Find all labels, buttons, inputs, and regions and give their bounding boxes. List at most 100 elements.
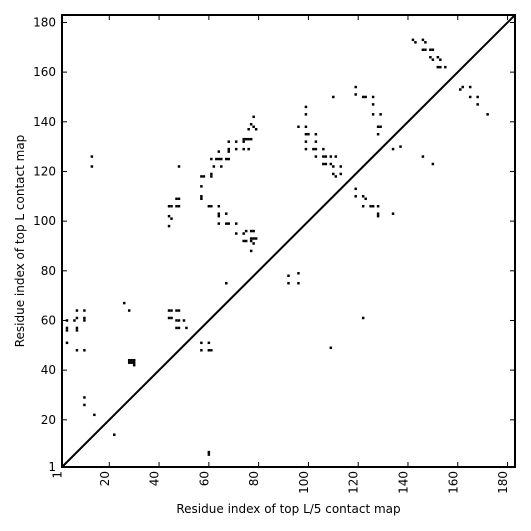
- x-tick-label: 60: [197, 471, 211, 486]
- contact-point: [411, 38, 415, 42]
- contact-point: [247, 137, 250, 141]
- contact-point: [207, 450, 211, 454]
- contact-point: [371, 113, 375, 116]
- contact-point: [376, 214, 380, 218]
- y-tick-label: 180: [33, 15, 56, 29]
- contact-point: [369, 204, 372, 208]
- contact-point: [376, 125, 380, 128]
- contact-point: [175, 204, 178, 208]
- contact-point: [354, 93, 357, 96]
- contact-point: [83, 319, 86, 322]
- contact-point: [167, 224, 171, 228]
- contact-point: [287, 274, 290, 278]
- contact-point: [421, 38, 425, 42]
- contact-point: [322, 147, 325, 151]
- contact-point: [234, 147, 238, 151]
- contact-point: [429, 48, 432, 52]
- contact-point: [376, 132, 380, 136]
- contact-point: [83, 396, 86, 399]
- contact-point: [242, 239, 245, 243]
- contact-point: [391, 212, 395, 215]
- contact-point: [167, 316, 171, 320]
- contact-point: [314, 140, 318, 143]
- contact-point: [200, 197, 203, 201]
- contact-point: [217, 222, 221, 225]
- x-axis-label: Residue index of top L/5 contact map: [176, 502, 400, 516]
- y-tick-label: 140: [33, 115, 56, 129]
- y-tick-label: 1: [48, 460, 56, 474]
- contact-point: [468, 95, 472, 99]
- contact-point: [361, 316, 365, 320]
- contact-point: [254, 128, 258, 131]
- contact-point: [93, 413, 96, 417]
- contact-point: [90, 155, 94, 158]
- contact-point: [130, 358, 133, 362]
- contact-point: [242, 232, 245, 235]
- contact-point: [249, 249, 253, 253]
- contact-point: [287, 281, 290, 285]
- contact-point: [225, 157, 228, 161]
- contact-point: [371, 204, 375, 208]
- contact-point: [332, 165, 335, 168]
- y-tick-label: 80: [41, 264, 56, 278]
- contact-point: [215, 157, 218, 161]
- contact-point: [252, 125, 255, 128]
- contact-point: [217, 214, 221, 218]
- y-tick-label: 20: [41, 413, 56, 427]
- contact-point: [217, 212, 221, 215]
- contact-point: [252, 229, 255, 233]
- contact-point: [371, 103, 375, 106]
- contact-point: [132, 363, 136, 367]
- contact-point: [244, 229, 248, 233]
- contact-point: [249, 239, 253, 243]
- contact-point: [212, 165, 216, 168]
- contact-point: [431, 58, 435, 61]
- contact-point: [436, 55, 440, 59]
- contact-point: [234, 232, 238, 235]
- contact-point: [439, 58, 442, 61]
- contact-point: [210, 175, 213, 178]
- contact-point: [220, 157, 223, 161]
- contact-point: [332, 172, 335, 176]
- contact-point: [334, 175, 338, 178]
- contact-point: [314, 155, 318, 158]
- contact-point: [329, 155, 333, 158]
- contact-point: [304, 147, 308, 151]
- plot-area: [61, 14, 516, 468]
- contact-point: [210, 349, 213, 352]
- contact-point: [334, 155, 338, 158]
- contact-point: [304, 105, 308, 109]
- y-tick-label: 40: [41, 363, 56, 377]
- contact-point: [244, 239, 248, 243]
- contact-point: [217, 204, 221, 208]
- contact-point: [461, 85, 464, 89]
- contact-point: [83, 316, 86, 320]
- contact-point: [486, 113, 489, 116]
- contact-point: [297, 272, 300, 275]
- contact-point: [322, 155, 325, 158]
- contact-point: [354, 187, 357, 191]
- contact-point: [177, 319, 181, 322]
- contact-point: [217, 150, 221, 153]
- x-tick-label: 120: [347, 471, 361, 494]
- contact-point: [202, 175, 206, 178]
- contact-point: [436, 65, 440, 69]
- contact-point: [252, 237, 255, 240]
- contact-point: [324, 155, 328, 158]
- contact-point: [225, 222, 228, 225]
- x-tick-label: 160: [446, 471, 460, 494]
- contact-point: [304, 125, 308, 128]
- contact-point: [249, 123, 253, 126]
- contact-point: [304, 140, 308, 143]
- contact-point: [167, 309, 171, 312]
- contact-point: [132, 361, 136, 364]
- contact-point: [242, 147, 245, 151]
- contact-point: [249, 137, 253, 141]
- contact-point: [307, 132, 310, 136]
- contact-point: [476, 95, 479, 99]
- x-tick-label: 100: [297, 471, 311, 494]
- contact-point: [247, 147, 250, 151]
- contact-point: [227, 157, 231, 161]
